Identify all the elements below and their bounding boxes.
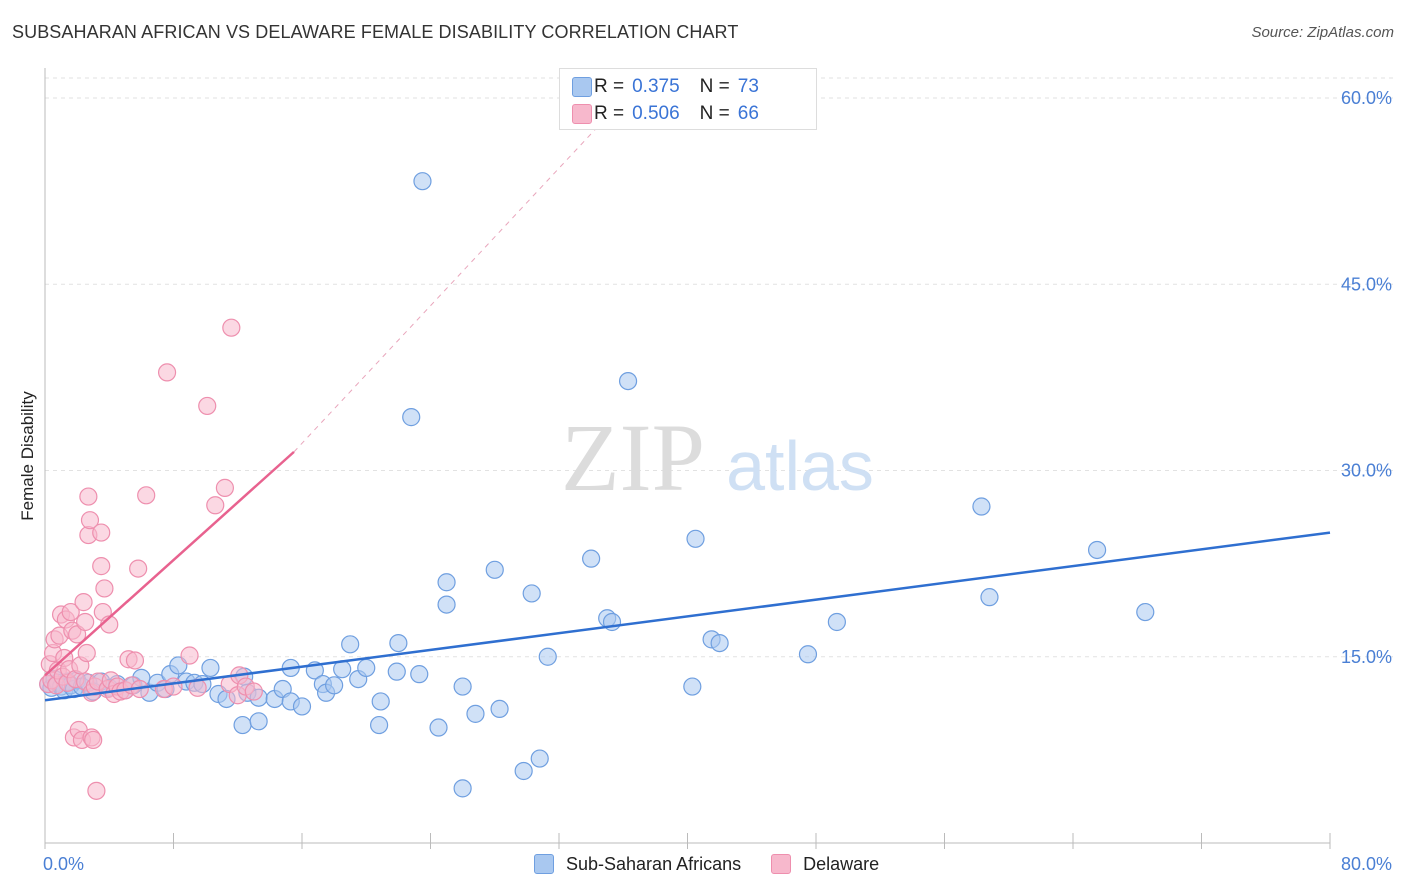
data-point [371, 692, 390, 711]
data-point [157, 363, 177, 382]
data-point [683, 677, 702, 696]
data-point [80, 511, 100, 530]
data-point [84, 730, 103, 750]
watermark: ZIP atlas [561, 404, 874, 511]
data-point [79, 487, 98, 506]
data-point [514, 761, 533, 781]
data-point [453, 779, 472, 798]
trend-extension-pink [293, 116, 608, 453]
x-tick-label: 80.0% [1341, 854, 1392, 874]
trend-line-blue [44, 531, 1331, 702]
data-point [538, 647, 557, 666]
data-point [198, 396, 217, 416]
y-tick-label: 15.0% [1341, 647, 1392, 667]
data-point [827, 612, 846, 632]
data-point [413, 172, 432, 191]
data-point [201, 658, 220, 678]
data-point [370, 715, 389, 735]
n-label: N = [699, 76, 730, 97]
axes [44, 68, 1331, 849]
data-point [222, 318, 241, 337]
x-tick-label: 0.0% [43, 854, 84, 874]
data-point [490, 699, 509, 719]
data-point [206, 496, 225, 515]
data-point [389, 633, 408, 653]
y-tick-label: 30.0% [1341, 461, 1392, 481]
data-point [798, 645, 818, 664]
data-point [437, 595, 456, 614]
legend-item-delaware: Delaware [771, 854, 879, 875]
series-legend: Sub-Saharan Africans Delaware [534, 852, 909, 876]
data-point [92, 523, 111, 542]
data-point [522, 584, 541, 603]
trend-line-pink [44, 450, 295, 677]
n-value: 66 [737, 103, 759, 124]
data-point [341, 635, 360, 654]
legend-label: Delaware [803, 853, 880, 874]
r-label: R = [594, 103, 625, 124]
data-point [87, 781, 106, 800]
data-point [453, 677, 472, 696]
tick-labels: 15.0% 30.0% 45.0% 60.0% 0.0% 80.0% [43, 88, 1392, 874]
data-point [402, 408, 421, 427]
data-point [710, 633, 729, 653]
data-point [980, 588, 999, 607]
watermark-atlas: atlas [726, 427, 874, 505]
legend-label: Sub-Saharan Africans [566, 853, 742, 874]
data-point [76, 612, 95, 632]
legend-swatch-pink [771, 854, 792, 874]
chart-title: SUBSAHARAN AFRICAN VS DELAWARE FEMALE DI… [12, 22, 739, 42]
legend-swatch-pink [572, 104, 592, 124]
data-point [485, 560, 504, 579]
data-point [95, 579, 114, 598]
data-point [137, 486, 156, 505]
legend-row-blue: R = 0.375 N = 73 [572, 75, 759, 99]
data-point [582, 549, 601, 568]
source-label: Source: ZipAtlas.com [1251, 24, 1394, 41]
data-point [125, 651, 145, 670]
data-point [74, 593, 93, 612]
data-point [249, 712, 268, 731]
data-point [233, 715, 252, 735]
data-point [129, 559, 148, 578]
data-point [164, 677, 183, 696]
trend-lines [44, 116, 1331, 702]
data-point [437, 573, 456, 592]
legend-row-pink: R = 0.506 N = 66 [572, 102, 759, 126]
gridlines [45, 77, 1395, 658]
data-point [325, 676, 344, 695]
data-point [1087, 540, 1107, 560]
y-tick-label: 60.0% [1341, 88, 1392, 108]
legend-swatch-blue [534, 854, 554, 874]
data-point [180, 646, 199, 665]
data-point [686, 529, 705, 548]
legend-swatch-blue [572, 77, 592, 97]
r-value: 0.506 [632, 103, 680, 124]
data-point [215, 478, 234, 497]
data-point [61, 602, 80, 622]
data-point [1136, 602, 1155, 622]
legend-item-sub-saharan: Sub-Saharan Africans [534, 854, 741, 875]
data-point [357, 658, 376, 678]
data-point [429, 718, 448, 737]
series-delaware [39, 318, 263, 800]
data-point [410, 665, 429, 684]
data-point [244, 682, 263, 701]
data-point [387, 662, 406, 681]
data-point [618, 372, 638, 391]
data-point [466, 704, 485, 723]
data-point [77, 643, 96, 663]
r-label: R = [594, 76, 625, 97]
r-value: 0.375 [632, 76, 680, 97]
y-tick-label: 45.0% [1341, 274, 1392, 294]
n-label: N = [699, 103, 730, 124]
correlation-legend: R = 0.375 N = 73 R = 0.506 N = 66 [559, 68, 817, 130]
data-point [92, 557, 111, 576]
n-value: 73 [737, 76, 759, 97]
data-point [292, 697, 312, 716]
data-point [530, 749, 549, 768]
data-point [972, 497, 991, 516]
watermark-zip: ZIP [561, 404, 705, 511]
